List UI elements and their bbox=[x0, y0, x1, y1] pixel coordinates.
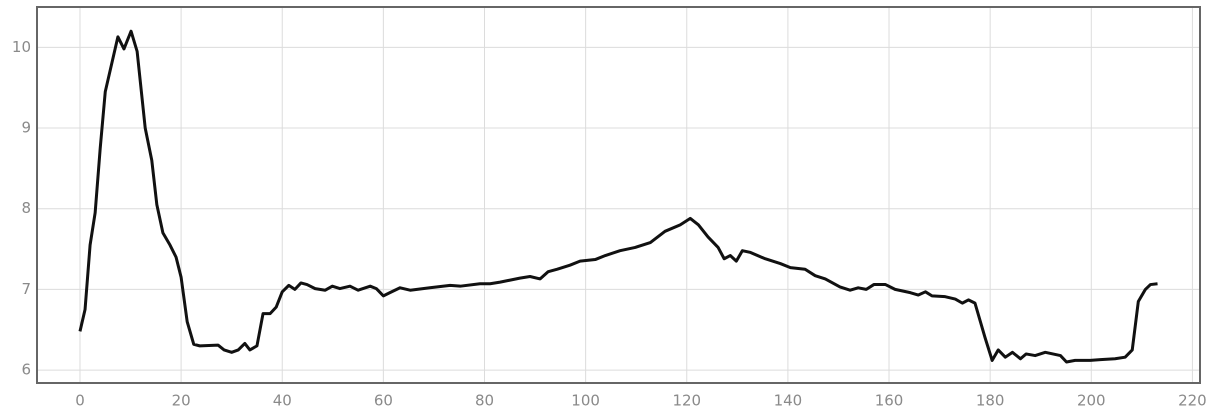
y-tick-label: 6 bbox=[21, 361, 31, 379]
x-tick-label: 120 bbox=[672, 392, 701, 410]
x-tick-label: 160 bbox=[875, 392, 904, 410]
x-tick-label: 20 bbox=[172, 392, 191, 410]
y-tick-label: 7 bbox=[21, 280, 31, 298]
plot-frame bbox=[36, 6, 1201, 384]
x-tick-label: 220 bbox=[1178, 392, 1207, 410]
x-tick-label: 60 bbox=[374, 392, 393, 410]
x-tick-label: 80 bbox=[475, 392, 494, 410]
y-tick-label: 8 bbox=[21, 199, 31, 217]
x-tick-label: 0 bbox=[75, 392, 85, 410]
x-tick-label: 200 bbox=[1077, 392, 1106, 410]
x-tick-label: 40 bbox=[273, 392, 292, 410]
data-line bbox=[78, 29, 1158, 364]
y-tick-label: 10 bbox=[12, 38, 31, 56]
plot-area bbox=[37, 7, 1200, 383]
y-tick-label: 9 bbox=[21, 119, 31, 137]
x-tick-label: 140 bbox=[774, 392, 803, 410]
x-tick-label: 180 bbox=[976, 392, 1005, 410]
x-tick-label: 100 bbox=[571, 392, 600, 410]
